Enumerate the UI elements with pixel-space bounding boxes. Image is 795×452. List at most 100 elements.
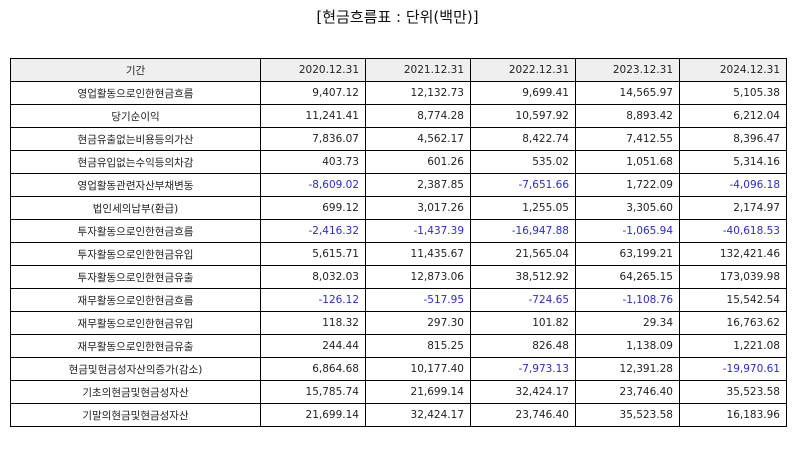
table-cell: 12,391.28 — [575, 357, 680, 381]
table-cell: 21,565.04 — [470, 242, 576, 266]
row-label: 영업활동관련자산부채변동 — [10, 173, 261, 197]
table-row: 기초의현금및현금성자산 15,785.74 21,699.14 32,424.17 23… — [10, 380, 787, 404]
row-label: 현금유입없는수익등의차감 — [10, 150, 261, 174]
table-cell: -1,437.39 — [365, 219, 471, 243]
table-cell: 15,542.54 — [679, 288, 787, 312]
table-row: 법인세의납부(환급) 699.12 3,017.26 1,255.05 3,305.60… — [10, 196, 787, 220]
table-cell: 10,177.40 — [365, 357, 471, 381]
table-cell: -19,970.61 — [679, 357, 787, 381]
row-label: 당기순이익 — [10, 104, 261, 128]
cash-flow-table: 기간 2020.12.31 2021.12.31 2022.12.31 2023… — [10, 58, 787, 427]
table-cell: 7,412.55 — [575, 127, 680, 151]
table-cell: 35,523.58 — [575, 403, 680, 427]
table-cell: -724.65 — [470, 288, 576, 312]
column-header-2021: 2021.12.31 — [365, 58, 471, 82]
table-cell: -2,416.32 — [260, 219, 366, 243]
table-cell: 9,699.41 — [470, 81, 576, 105]
table-cell: 1,051.68 — [575, 150, 680, 174]
table-cell: 601.26 — [365, 150, 471, 174]
column-header-2020: 2020.12.31 — [260, 58, 366, 82]
table-cell: 535.02 — [470, 150, 576, 174]
table-cell: 101.82 — [470, 311, 576, 335]
page-title: [현금흐름표 : 단위(백만)] — [316, 8, 479, 26]
table-cell: 21,699.14 — [260, 403, 366, 427]
table-row: 당기순이익 11,241.41 8,774.28 10,597.92 8,893.42 6… — [10, 104, 787, 128]
table-cell: 2,387.85 — [365, 173, 471, 197]
row-label: 투자활동으로인한현금유입 — [10, 242, 261, 266]
table-cell: -4,096.18 — [679, 173, 787, 197]
table-cell: 8,774.28 — [365, 104, 471, 128]
table-cell: 1,138.09 — [575, 334, 680, 358]
table-row: 영업활동으로인한현금흐름 9,407.12 12,132.73 9,699.41 14,… — [10, 81, 787, 105]
table-cell: 14,565.97 — [575, 81, 680, 105]
row-label: 투자활동으로인한현금유출 — [10, 265, 261, 289]
table-cell: -1,108.76 — [575, 288, 680, 312]
table-cell: 4,562.17 — [365, 127, 471, 151]
table-cell: 7,836.07 — [260, 127, 366, 151]
table-row: 투자활동으로인한현금유출 8,032.03 12,873.06 38,512.92 64… — [10, 265, 787, 289]
table-cell: 1,221.08 — [679, 334, 787, 358]
table-cell: 5,314.16 — [679, 150, 787, 174]
table-cell: -517.95 — [365, 288, 471, 312]
table-cell: 118.32 — [260, 311, 366, 335]
table-cell: 244.44 — [260, 334, 366, 358]
row-label: 영업활동으로인한현금흐름 — [10, 81, 261, 105]
row-label: 기말의현금및현금성자산 — [10, 403, 261, 427]
row-label: 법인세의납부(환급) — [10, 196, 261, 220]
row-label: 기초의현금및현금성자산 — [10, 380, 261, 404]
column-header-2022: 2022.12.31 — [470, 58, 576, 82]
table-cell: 11,435.67 — [365, 242, 471, 266]
row-label: 재무활동으로인한현금흐름 — [10, 288, 261, 312]
table-cell: 8,032.03 — [260, 265, 366, 289]
table-cell: 815.25 — [365, 334, 471, 358]
table-row: 투자활동으로인한현금흐름 -2,416.32 -1,437.39 -16,947.88… — [10, 219, 787, 243]
table-cell: 35,523.58 — [679, 380, 787, 404]
table-row: 기말의현금및현금성자산 21,699.14 32,424.17 23,746.40 35… — [10, 403, 787, 427]
table-cell: 38,512.92 — [470, 265, 576, 289]
column-header-2023: 2023.12.31 — [575, 58, 680, 82]
row-label: 재무활동으로인한현금유출 — [10, 334, 261, 358]
table-cell: 297.30 — [365, 311, 471, 335]
row-label: 재무활동으로인한현금유입 — [10, 311, 261, 335]
header-row: 기간 2020.12.31 2021.12.31 2022.12.31 2023… — [10, 58, 787, 82]
column-header-2024: 2024.12.31 — [679, 58, 787, 82]
table-row: 재무활동으로인한현금유출 244.44 815.25 826.48 1,138.09 1,… — [10, 334, 787, 358]
table-cell: 23,746.40 — [575, 380, 680, 404]
table-cell: 12,873.06 — [365, 265, 471, 289]
table-cell: 11,241.41 — [260, 104, 366, 128]
table-row: 투자활동으로인한현금유입 5,615.71 11,435.67 21,565.04 63… — [10, 242, 787, 266]
table-cell: 32,424.17 — [365, 403, 471, 427]
table-cell: 1,722.09 — [575, 173, 680, 197]
table-row: 재무활동으로인한현금흐름 -126.12 -517.95 -724.65 -1,108.… — [10, 288, 787, 312]
table-cell: 1,255.05 — [470, 196, 576, 220]
table-cell: -8,609.02 — [260, 173, 366, 197]
table-cell: -16,947.88 — [470, 219, 576, 243]
table-cell: 8,422.74 — [470, 127, 576, 151]
table-cell: 10,597.92 — [470, 104, 576, 128]
table-cell: 132,421.46 — [679, 242, 787, 266]
table-cell: 699.12 — [260, 196, 366, 220]
table-cell: 32,424.17 — [470, 380, 576, 404]
table-cell: 173,039.98 — [679, 265, 787, 289]
table-cell: 16,763.62 — [679, 311, 787, 335]
table-cell: -40,618.53 — [679, 219, 787, 243]
table-cell: 21,699.14 — [365, 380, 471, 404]
table-cell: -7,973.13 — [470, 357, 576, 381]
row-label: 투자활동으로인한현금흐름 — [10, 219, 261, 243]
row-label: 현금및현금성자산의증가(감소) — [10, 357, 261, 381]
table-row: 영업활동관련자산부채변동 -8,609.02 2,387.85 -7,651.66 1,… — [10, 173, 787, 197]
table-cell: -7,651.66 — [470, 173, 576, 197]
table-row: 현금및현금성자산의증가(감소) 6,864.68 10,177.40 -7,973.1… — [10, 357, 787, 381]
table-row: 현금유출없는비용등의가산 7,836.07 4,562.17 8,422.74 7,41… — [10, 127, 787, 151]
table-cell: 8,396.47 — [679, 127, 787, 151]
table-cell: 12,132.73 — [365, 81, 471, 105]
table-cell: 63,199.21 — [575, 242, 680, 266]
table-cell: 29.34 — [575, 311, 680, 335]
table-cell: 6,864.68 — [260, 357, 366, 381]
table-row: 재무활동으로인한현금유입 118.32 297.30 101.82 29.34 16,76… — [10, 311, 787, 335]
table-cell: 3,305.60 — [575, 196, 680, 220]
table-cell: 5,615.71 — [260, 242, 366, 266]
column-header-period: 기간 — [10, 58, 261, 82]
table-cell: 2,174.97 — [679, 196, 787, 220]
table-cell: 826.48 — [470, 334, 576, 358]
